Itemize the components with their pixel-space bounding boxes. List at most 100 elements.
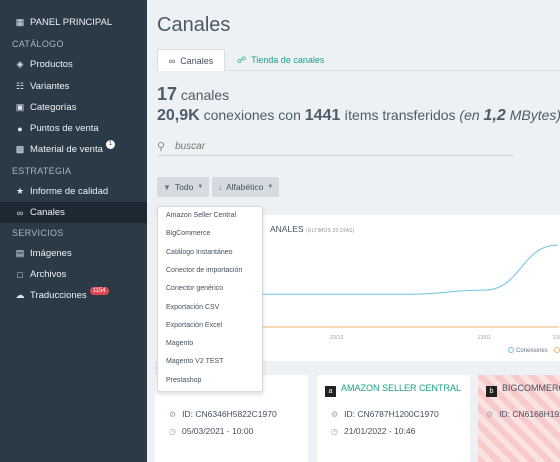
channel-id-label: ID: CN6787H1200C1970 — [344, 409, 439, 419]
bigcommerce-logo-icon: b — [486, 386, 497, 397]
channel-card-title: a AMAZON SELLER CENTRAL — [325, 383, 461, 397]
tab-label: Canales — [180, 55, 214, 66]
clock-icon: ◷ — [331, 427, 338, 436]
sidebar-item-label: Traducciones — [30, 290, 87, 301]
chevron-down-icon: ▼ — [267, 184, 274, 190]
image-icon: ▤ — [15, 248, 25, 258]
sort-dropdown-button[interactable]: ↓ Alfabético ▼ — [212, 177, 280, 197]
trophy-icon: ★ — [15, 186, 25, 196]
sidebar-item-variantes[interactable]: ☷ Variantes — [0, 76, 147, 97]
sort-arrow-icon: ↓ — [218, 182, 222, 192]
chart-title: ANALES (ÚLTIMOS 30 DÍAS) — [270, 224, 355, 234]
legend-item: Conexiones — [516, 348, 548, 354]
chevron-down-icon: ▼ — [197, 184, 204, 190]
sidebar-item-productos[interactable]: ◈ Productos — [0, 54, 147, 75]
channel-count-value: 17 — [157, 84, 178, 104]
channel-id: ⚙ ID: CN6168H192 — [486, 409, 560, 419]
sidebar-item-label: Canales — [30, 207, 65, 218]
sidebar-item-canales[interactable]: ∞ Canales — [0, 202, 147, 223]
page-title: Canales — [157, 14, 231, 36]
search-bar: ⚲ — [157, 138, 514, 156]
sidebar-section-catalogo: CATÁLOGO — [12, 39, 64, 49]
notification-badge: 1 — [105, 140, 115, 149]
channel-card[interactable]: a AMAZON SELLER CENTRAL ⚙ ID: CN6787H1200C… — [317, 375, 470, 462]
dropdown-item[interactable]: BigCommerce — [166, 230, 211, 238]
dropdown-item[interactable]: Conector genérico — [166, 285, 224, 293]
dropdown-item[interactable]: Catálogo Instantáneo — [166, 248, 233, 256]
tab-tienda-de-canales[interactable]: ☍ Tienda de canales — [237, 49, 324, 71]
sidebar-item-traducciones[interactable]: ☁ Traducciones 1154 — [0, 285, 147, 306]
channel-count: 17 canales — [157, 84, 229, 105]
connections-value: 20,9K — [157, 107, 200, 124]
channel-date-label: 21/01/2022 - 10:46 — [343, 426, 416, 436]
line-chart: 23/12 13/01 13/0 — [263, 244, 560, 341]
dropdown-item[interactable]: Exportación CSV — [166, 303, 220, 311]
notification-badge: 1154 — [89, 286, 109, 295]
channel-id: ⚙ ID: CN6787H1200C1970 — [331, 409, 439, 419]
sidebar-item-informe-de-calidad[interactable]: ★ Informe de calidad — [0, 181, 147, 202]
transfer-stats: 20,9K conexiones con 1441 ítems transfer… — [157, 107, 560, 125]
sidebar-section-servicios: SERVICIOS — [12, 228, 64, 238]
sidebar-item-label: Archivos — [30, 269, 67, 280]
variants-icon: ☷ — [15, 81, 25, 91]
channel-name: AMAZON SELLER CENTRAL — [341, 383, 462, 393]
sidebar-item-label: Imágenes — [30, 248, 72, 259]
amazon-logo-icon: a — [325, 386, 336, 397]
tab-bar: ∞ Canales ☍ Tienda de canales — [157, 49, 560, 71]
dropdown-item[interactable]: Magento V2 TEST — [166, 358, 224, 366]
tab-label: Tienda de canales — [251, 55, 325, 65]
x-tick-label: 13/0 — [553, 335, 560, 341]
sidebar-item-label: Puntos de venta — [30, 123, 99, 134]
plug-icon: ⚙ — [331, 410, 339, 419]
connections-label: conexiones con — [203, 107, 301, 123]
dropdown-item[interactable]: Exportación Excel — [166, 321, 223, 329]
channel-id: ⚙ ID: CN6346H5822C1970 — [169, 409, 277, 419]
link-icon: ∞ — [16, 207, 24, 218]
chart-title-text: ANALES — [270, 224, 304, 234]
sidebar-item-label: Categorías — [30, 102, 77, 113]
sidebar-item-material-de-venta[interactable]: ▩ Material de venta 1 — [0, 139, 147, 160]
channel-id-label: ID: CN6346H5822C1970 — [182, 409, 277, 419]
folder-icon: □ — [17, 269, 23, 280]
channel-name: BIGCOMMERC — [502, 383, 560, 393]
dropdown-item[interactable]: Prestashop — [166, 376, 202, 384]
channel-date: ◷ 21/01/2022 - 10:46 — [331, 426, 415, 436]
dropdown-item[interactable]: Conector de importación — [166, 266, 243, 274]
channel-date-label: 05/03/2021 - 10:00 — [181, 426, 254, 436]
tab-canales[interactable]: ∞ Canales — [157, 49, 225, 71]
legend-marker — [508, 347, 514, 353]
link-icon: ∞ — [168, 55, 176, 66]
tags-icon: ◈ — [16, 59, 24, 69]
chart-subtitle: (ÚLTIMOS 30 DÍAS) — [305, 228, 355, 234]
channel-id-label: ID: CN6168H192 — [499, 409, 560, 419]
sidebar-item-archivos[interactable]: □ Archivos — [0, 264, 147, 285]
plug-icon: ⚙ — [486, 410, 494, 419]
dropdown-item[interactable]: Amazon Seller Central — [166, 212, 237, 219]
sidebar-item-label: Variantes — [30, 81, 70, 92]
series-line-0 — [263, 244, 559, 295]
sidebar-item-panel-principal[interactable]: ▦ PANEL PRINCIPAL — [0, 12, 147, 33]
x-tick-label: 23/12 — [330, 335, 344, 341]
chart-legend: Conexiones Í — [508, 347, 560, 354]
sidebar-item-label: Productos — [30, 59, 73, 70]
cloud-icon: ☁ — [15, 290, 25, 300]
dropdown-item[interactable]: Magento — [166, 340, 194, 348]
channel-card[interactable]: b BIGCOMMERC ⚙ ID: CN6168H192 — [478, 375, 560, 462]
filter-dropdown-button[interactable]: ▼ Todo ▼ — [157, 177, 210, 197]
search-icon: ⚲ — [157, 141, 166, 153]
clock-icon: ◷ — [169, 427, 176, 436]
sidebar-item-categorias[interactable]: ▣ Categorías — [0, 97, 147, 118]
funnel-icon: ▼ — [163, 182, 171, 192]
filter-dropdown-menu: Amazon Seller Central BigCommerce Catálogo… — [157, 206, 263, 392]
channel-card-title: b BIGCOMMERC — [486, 383, 560, 397]
sidebar-item-imagenes[interactable]: ▤ Imágenes — [0, 243, 147, 264]
plug-icon: ⚙ — [169, 410, 177, 419]
items-value: 1441 — [304, 107, 341, 124]
map-pin-icon: ● — [17, 123, 23, 134]
sidebar-item-puntos-de-venta[interactable]: ● Puntos de venta — [0, 118, 147, 139]
sidebar: ▦ PANEL PRINCIPAL CATÁLOGO ◈ Productos ☷… — [0, 0, 147, 462]
search-input[interactable] — [175, 141, 476, 152]
sidebar-item-label: Informe de calidad — [30, 186, 109, 197]
legend-marker — [554, 347, 560, 353]
bag-icon: ▩ — [15, 144, 25, 154]
